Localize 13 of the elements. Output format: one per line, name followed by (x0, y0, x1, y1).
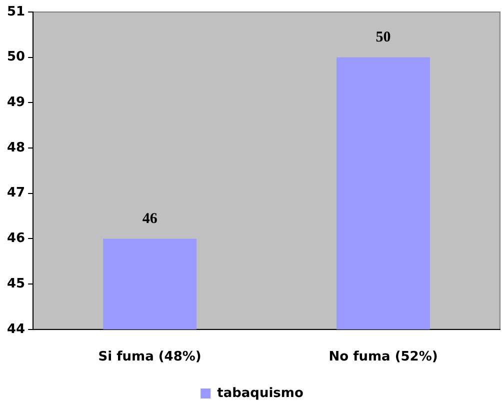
x-tick-label: No fuma (52%) (328, 350, 438, 365)
data-label: 50 (376, 30, 391, 46)
y-tick-label: 50 (6, 50, 26, 65)
y-tick-label: 44 (6, 322, 26, 337)
y-tick-label: 47 (6, 186, 26, 201)
data-label: 46 (142, 211, 158, 228)
y-tick-label: 51 (6, 4, 26, 20)
y-tick-label: 45 (6, 276, 26, 292)
y-tick-label: 46 (6, 231, 26, 246)
y-tick-label: 48 (6, 140, 26, 156)
x-tick-label: Si fuma (48%) (98, 350, 202, 365)
legend-label: tabaquismo (217, 386, 304, 401)
y-tick-label: 49 (6, 95, 26, 110)
